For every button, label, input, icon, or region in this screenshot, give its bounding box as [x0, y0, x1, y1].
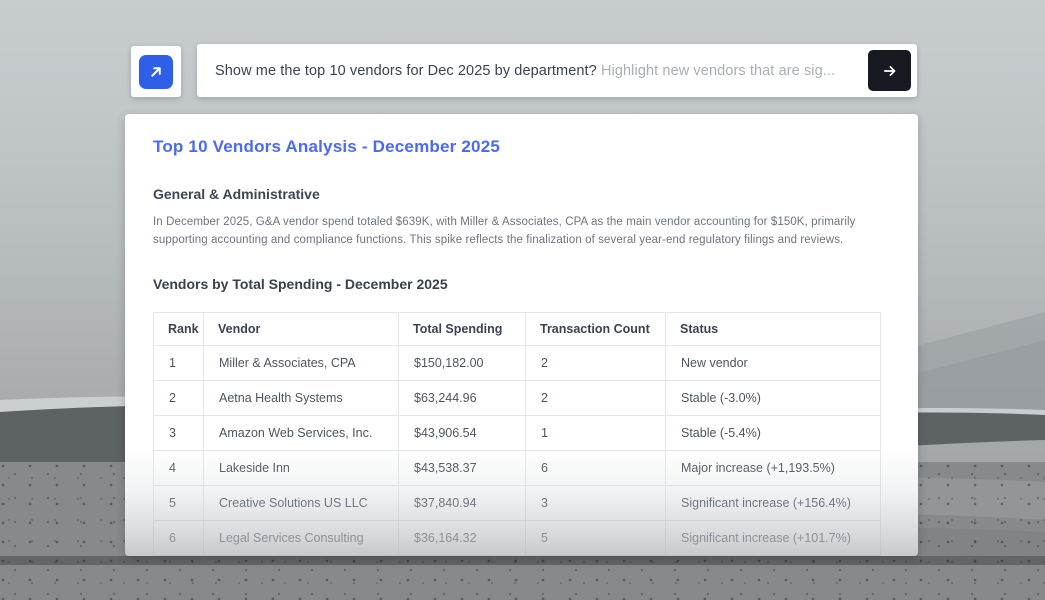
table-cell-rank: 6	[153, 520, 204, 556]
table-cell-status: New vendor	[665, 345, 881, 381]
table-row: 6 Legal Services Consulting $36,164.32 5 Sig…	[153, 520, 881, 556]
table-cell-total-spending: $37,840.94	[398, 485, 526, 521]
table-cell-status: Stable (-3.0%)	[665, 380, 881, 416]
table-cell-rank: 4	[153, 450, 204, 486]
column-header-status: Status	[665, 312, 881, 346]
table-row: 3 Amazon Web Services, Inc. $43,906.54 1 Sta…	[153, 415, 881, 451]
prompt-query-hint: Highlight new vendors that are sig...	[596, 62, 836, 79]
table-cell-vendor: Lakeside Inn	[203, 450, 399, 486]
table-cell-status: Major increase (+1,193.5%)	[665, 450, 881, 486]
vendors-table-body: 1 Miller & Associates, CPA $150,182.00 2 New…	[153, 345, 881, 556]
analysis-card: Top 10 Vendors Analysis - December 2025 …	[125, 114, 918, 556]
table-cell-status: Significant increase (+101.7%)	[665, 520, 881, 556]
send-button[interactable]	[868, 50, 911, 91]
column-header-total-spending: Total Spending	[398, 312, 526, 346]
launch-button-container	[131, 46, 181, 97]
table-cell-transaction-count: 2	[525, 380, 666, 416]
arrow-up-right-icon	[147, 63, 165, 81]
launch-button[interactable]	[139, 54, 173, 89]
table-cell-vendor: Aetna Health Systems	[203, 380, 399, 416]
prompt-text: Show me the top 10 vendors for Dec 2025 …	[215, 63, 835, 79]
table-row: 2 Aetna Health Systems $63,244.96 2 Stable (…	[153, 380, 881, 416]
prompt-query-text: Show me the top 10 vendors for Dec 2025 …	[215, 62, 597, 79]
table-cell-transaction-count: 5	[525, 520, 666, 556]
prompt-input[interactable]: Show me the top 10 vendors for Dec 2025 …	[197, 44, 917, 97]
analysis-title: Top 10 Vendors Analysis - December 2025	[153, 137, 501, 156]
table-cell-vendor: Miller & Associates, CPA	[203, 345, 399, 381]
table-cell-rank: 3	[153, 415, 204, 451]
table-cell-transaction-count: 1	[525, 415, 666, 451]
table-cell-vendor: Legal Services Consulting	[203, 520, 399, 556]
table-cell-total-spending: $43,538.37	[398, 450, 526, 486]
department-heading: General & Administrative	[153, 186, 320, 202]
table-row: 5 Creative Solutions US LLC $37,840.94 3 Sig…	[153, 485, 881, 521]
table-row: 4 Lakeside Inn $43,538.37 6 Major increase (…	[153, 450, 881, 486]
column-header-rank: Rank	[153, 312, 204, 346]
table-cell-transaction-count: 2	[525, 345, 666, 381]
column-header-vendor: Vendor	[203, 312, 399, 346]
table-cell-total-spending: $150,182.00	[398, 345, 526, 381]
vendors-table: Rank Vendor Total Spending Transaction Coun…	[153, 312, 881, 556]
table-header-row: Rank Vendor Total Spending Transaction Coun…	[153, 312, 881, 346]
table-cell-rank: 1	[153, 345, 204, 381]
table-cell-rank: 2	[153, 380, 204, 416]
column-header-transaction-count: Transaction Count	[525, 312, 666, 346]
table-row: 1 Miller & Associates, CPA $150,182.00 2 New…	[153, 345, 881, 381]
table-cell-vendor: Creative Solutions US LLC	[203, 485, 399, 521]
table-cell-total-spending: $43,906.54	[398, 415, 526, 451]
table-cell-total-spending: $63,244.96	[398, 380, 526, 416]
table-cell-rank: 5	[153, 485, 204, 521]
table-heading: Vendors by Total Spending - December 202…	[153, 276, 448, 292]
table-cell-transaction-count: 3	[525, 485, 666, 521]
arrow-right-icon	[881, 62, 899, 80]
table-cell-total-spending: $36,164.32	[398, 520, 526, 556]
department-summary: In December 2025, G&A vendor spend total…	[153, 216, 856, 246]
table-cell-transaction-count: 6	[525, 450, 666, 486]
table-cell-status: Significant increase (+156.4%)	[665, 485, 881, 521]
table-cell-vendor: Amazon Web Services, Inc.	[203, 415, 399, 451]
table-cell-status: Stable (-5.4%)	[665, 415, 881, 451]
